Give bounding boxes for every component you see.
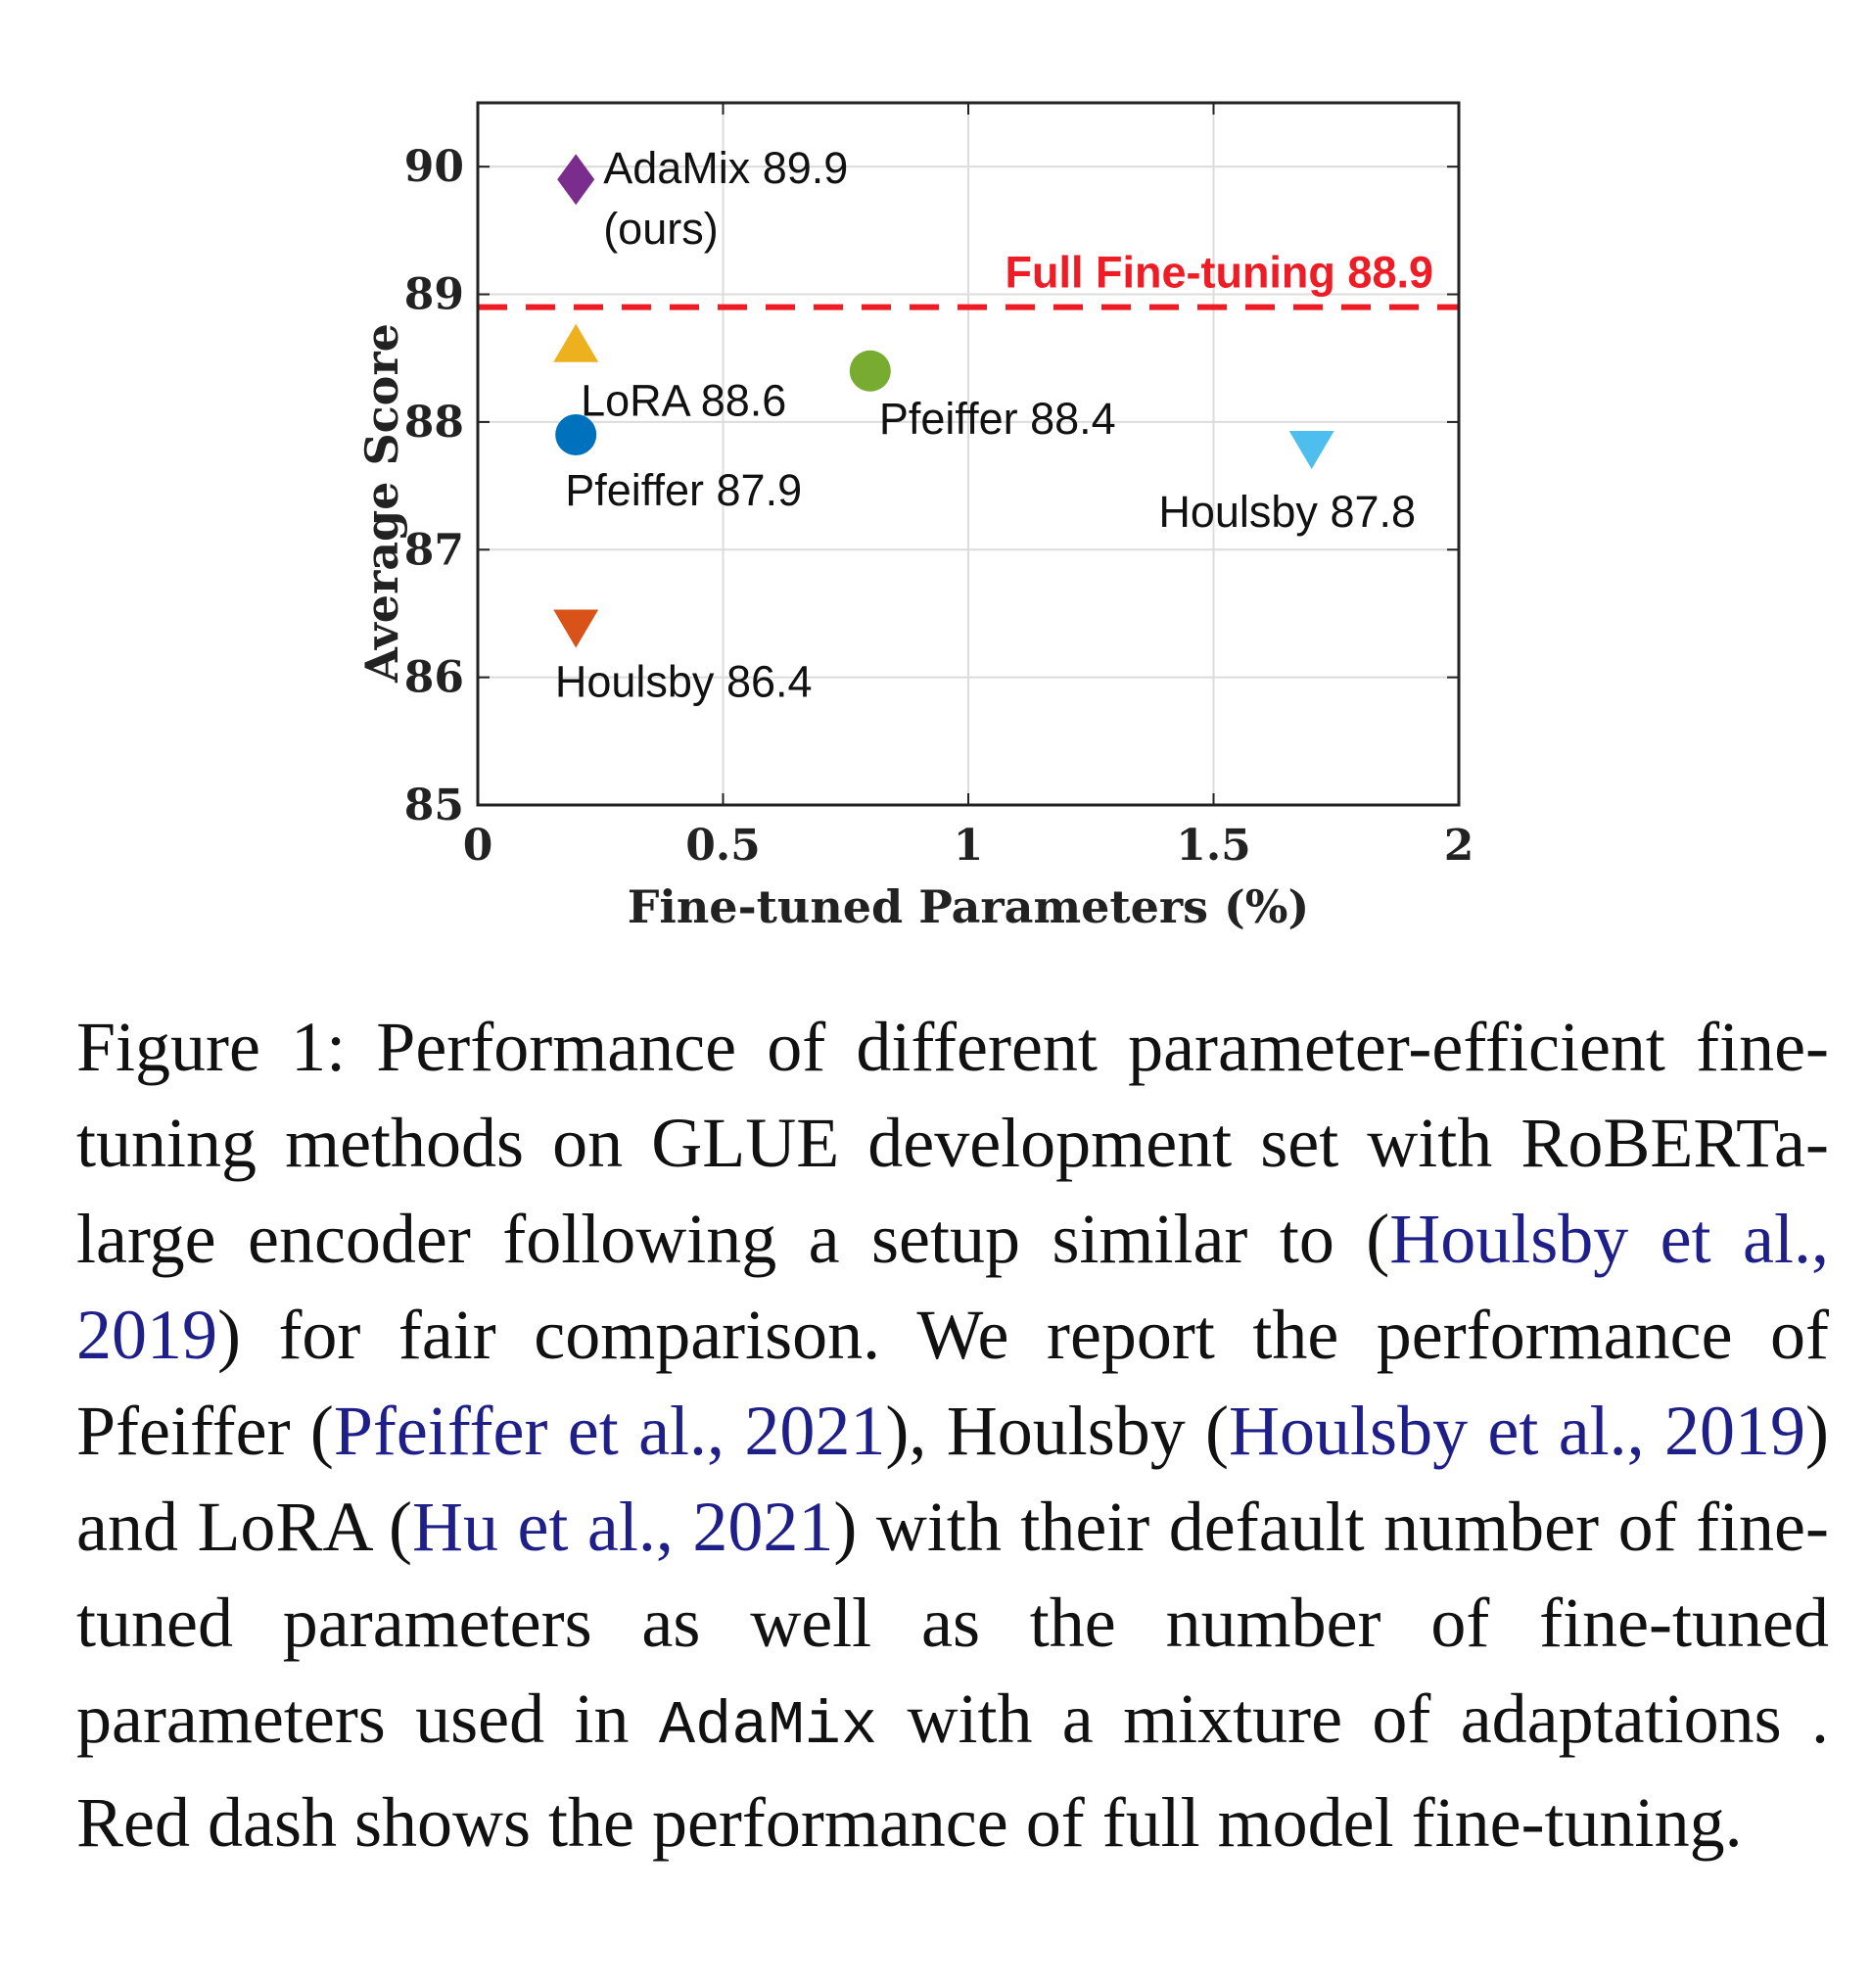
triangle-up-marker	[553, 323, 599, 362]
citation-link[interactable]: Hu et al., 2021	[411, 1488, 834, 1566]
citation-link[interactable]: Houlsby et al., 2019	[1229, 1392, 1805, 1470]
data-points: AdaMix 89.9 (ours) LoRA 88.6 Pfeiffer 87.9 H…	[553, 143, 1416, 706]
figure: Full Fine-tuning 88.9 0 0.5 1 1.5 2 85 86 87 88 8…	[0, 0, 1871, 979]
point-label: Houlsby 87.8	[1158, 487, 1416, 537]
y-tick-label: 89	[404, 270, 464, 320]
point-label: Houlsby 86.4	[555, 656, 813, 706]
y-tick-label: 87	[404, 525, 464, 575]
point-sublabel: (ours)	[603, 204, 719, 254]
triangle-down-marker	[553, 609, 599, 648]
citation-link[interactable]: Pfeiffer et al., 2021	[333, 1392, 886, 1470]
y-tick-label: 86	[404, 653, 464, 703]
citation-link[interactable]: Houlsby et al., 2019	[76, 1200, 1829, 1374]
point-label: LoRA 88.6	[581, 376, 786, 426]
x-tick-label: 0	[463, 821, 493, 871]
y-tick-label: 85	[404, 781, 464, 830]
x-tick-label: 1	[954, 821, 984, 871]
circle-marker	[555, 413, 597, 455]
caption-text: Figure 1: Performance of different param…	[76, 1008, 1829, 1278]
point-label: AdaMix 89.9	[603, 143, 848, 193]
point-label: Pfeiffer 87.9	[565, 465, 802, 515]
diamond-marker	[557, 154, 595, 206]
x-axis-title: Fine-tuned Parameters (%)	[628, 880, 1310, 933]
point-label: Pfeiffer 88.4	[879, 394, 1116, 444]
caption-text: ) with their default number of fine-tune…	[76, 1488, 1829, 1758]
caption-text: ) for fair comparison. We report the per…	[76, 1296, 1829, 1470]
x-tick-label: 1.5	[1176, 821, 1251, 871]
scatter-chart: Full Fine-tuning 88.9 0 0.5 1 1.5 2 85 86 87 88 8…	[355, 101, 1474, 933]
x-tick-label: 0.5	[685, 821, 761, 871]
axis-ticks: 0 0.5 1 1.5 2 85 86 87 88 89 90	[404, 103, 1474, 871]
x-tick-label: 2	[1444, 821, 1474, 871]
reference-line-group: Full Fine-tuning 88.9	[478, 248, 1459, 310]
y-tick-label: 88	[404, 398, 464, 448]
caption-text: ), Houlsby (	[885, 1392, 1230, 1470]
y-tick-label: 90	[404, 142, 464, 192]
y-axis-title: Average Score	[355, 323, 408, 684]
caption-text: ) and LoRA (	[76, 1392, 1829, 1566]
full-finetuning-label: Full Fine-tuning 88.9	[1006, 248, 1434, 298]
caption-text: with a mixture of adaptations . Red dash…	[76, 1680, 1829, 1862]
circle-marker	[849, 350, 891, 392]
figure-caption: Figure 1: Performance of different param…	[76, 999, 1829, 1870]
triangle-down-marker	[1288, 430, 1334, 469]
method-name-code: AdaMix	[658, 1691, 878, 1761]
